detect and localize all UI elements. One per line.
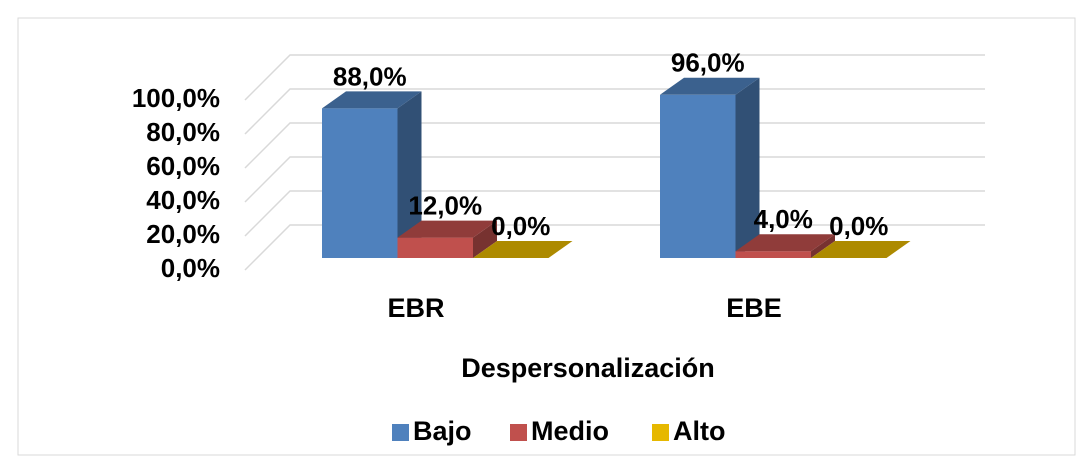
legend-label: Alto (673, 416, 725, 446)
legend-swatch (652, 424, 669, 441)
chart-frame (17, 17, 1076, 456)
data-label: 4,0% (754, 204, 813, 234)
bar-top (473, 241, 573, 258)
y-tick-label: 0,0% (161, 253, 220, 283)
bar (322, 108, 398, 259)
x-axis-title: Despersonalización (461, 353, 715, 383)
bar (660, 94, 736, 258)
y-tick-label: 40,0% (146, 185, 220, 215)
bar-side (735, 77, 760, 258)
bar-top (660, 77, 760, 95)
y-tick-label: 60,0% (146, 151, 220, 181)
bar-side (397, 91, 422, 259)
data-label: 0,0% (829, 211, 888, 241)
x-tick-label: EBE (726, 293, 782, 323)
bar-top (735, 234, 835, 252)
y-tick-label: 100,0% (132, 83, 220, 113)
bar-top (811, 241, 911, 258)
bar-side (811, 234, 835, 258)
data-label: 12,0% (408, 190, 482, 220)
legend-swatch (510, 424, 527, 441)
bar (735, 251, 811, 258)
bar-top (322, 91, 422, 109)
data-label: 88,0% (333, 61, 407, 91)
data-label: 96,0% (671, 48, 745, 78)
legend-label: Bajo (413, 416, 472, 446)
bar-top (397, 220, 497, 238)
grid-line (244, 54, 985, 101)
legend-swatch (392, 424, 409, 441)
legend-label: Medio (531, 416, 609, 446)
y-tick-label: 80,0% (146, 117, 220, 147)
data-label: 0,0% (491, 211, 550, 241)
bar-side (473, 220, 497, 258)
x-tick-label: EBR (387, 293, 444, 323)
bar (397, 237, 473, 258)
y-tick-label: 20,0% (146, 219, 220, 249)
